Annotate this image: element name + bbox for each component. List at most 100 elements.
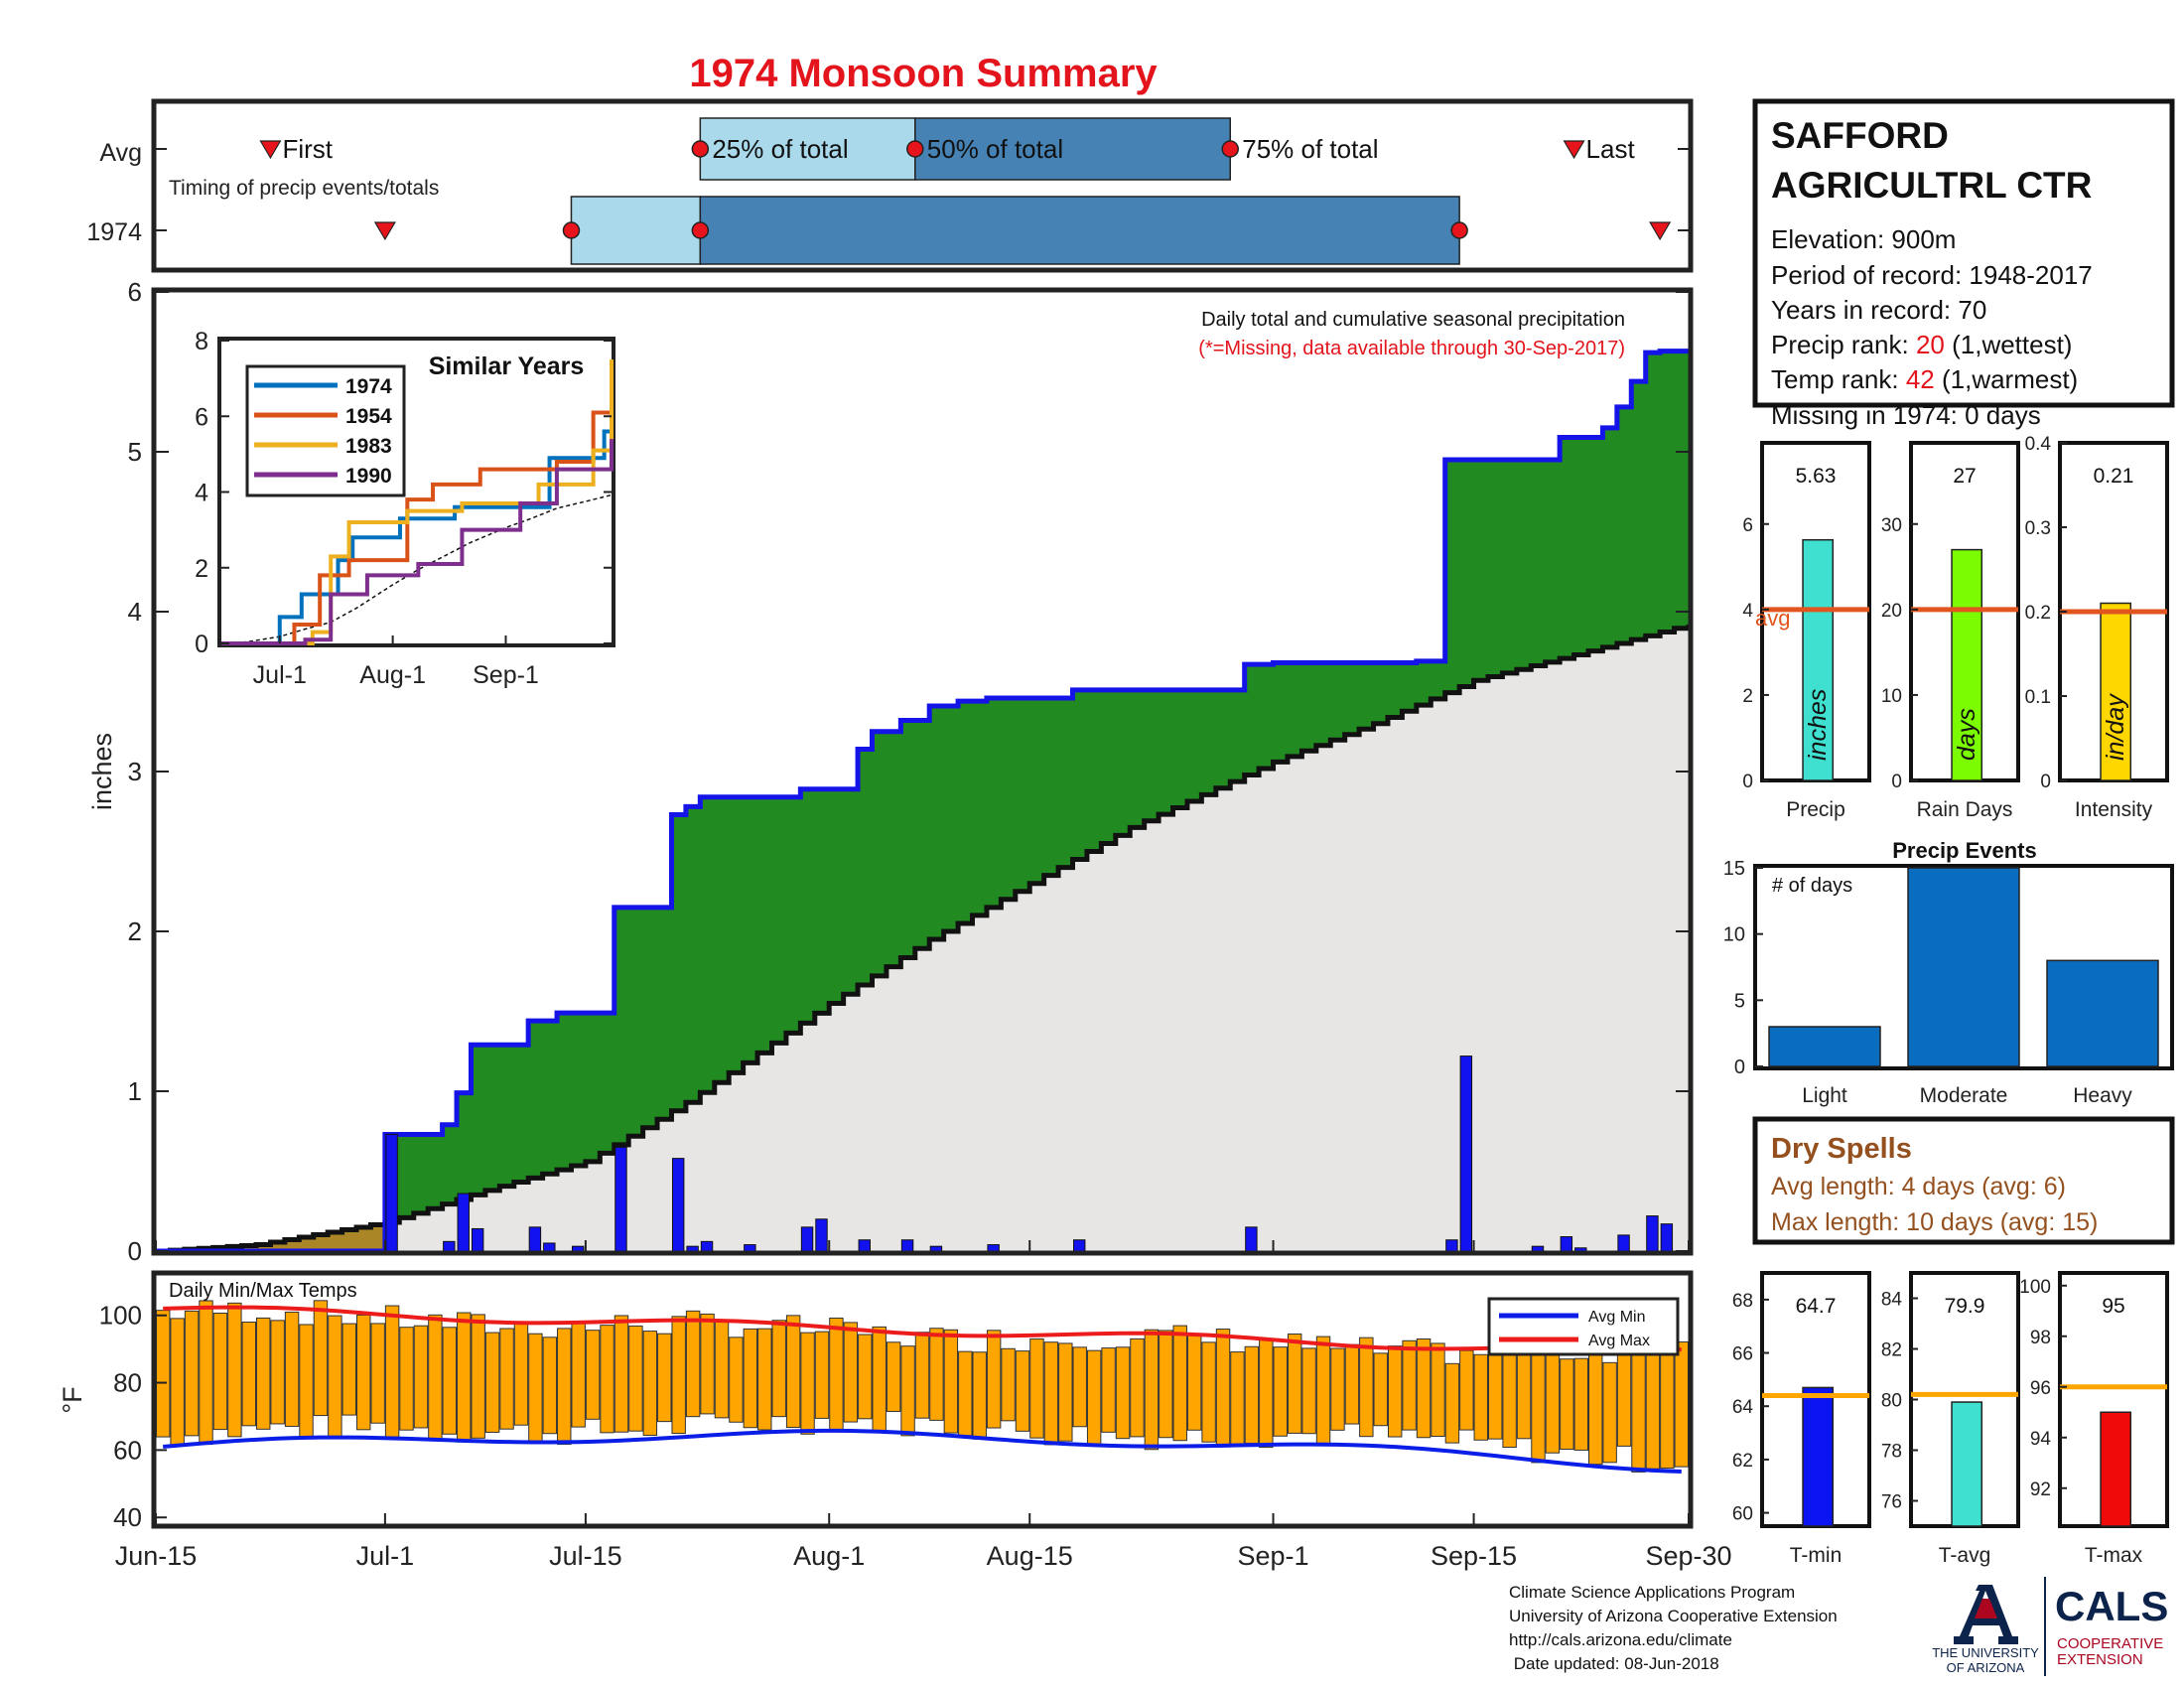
- daily-precip-bar: [987, 1244, 1000, 1252]
- daily-temp-bar: [943, 1329, 959, 1434]
- main-ytick-label: 3: [128, 757, 142, 786]
- inset-legend-label: 1974: [345, 375, 392, 398]
- daily-temp-bar: [1244, 1345, 1260, 1445]
- last-label: Last: [1586, 134, 1636, 164]
- daily-precip-bar: [471, 1227, 484, 1252]
- tmax-panel-ytick-label: 98: [2030, 1328, 2051, 1348]
- precip-panel-value: 5.63: [1796, 465, 1837, 488]
- daily-temp-bar: [757, 1328, 772, 1431]
- daily-temp-bar: [642, 1331, 658, 1436]
- daily-temp-bar: [671, 1316, 686, 1435]
- daily-temp-bar: [299, 1324, 314, 1438]
- tmax-panel-ytick-label: 92: [2030, 1479, 2051, 1500]
- precip-panel-ytick-label: 6: [1742, 515, 1753, 536]
- p50-label: 50% of total: [927, 134, 1063, 164]
- daily-temp-bar: [1431, 1342, 1445, 1438]
- daily-temp-bar: [914, 1332, 930, 1419]
- raindays-panel-ytick-label: 30: [1881, 515, 1902, 536]
- daily-precip-bar: [1459, 1055, 1473, 1252]
- temps-label: Daily Min/Max Temps: [169, 1280, 357, 1302]
- legend-max-label: Avg Max: [1588, 1333, 1650, 1349]
- dry-max: Max length: 10 days (avg: 15): [1771, 1208, 2098, 1236]
- inset-series-line: [221, 439, 614, 645]
- daily-temp-bar: [843, 1322, 859, 1423]
- timing-dot: [1450, 221, 1468, 239]
- daily-temp-bar: [657, 1333, 672, 1423]
- raindays-panel-ytick-label: 10: [1881, 686, 1902, 707]
- surplus-area: [156, 351, 1689, 1251]
- date-tick-label: Aug-1: [793, 1541, 865, 1571]
- cals-logo: CALS: [2055, 1583, 2168, 1629]
- timing-year-label: 1974: [86, 218, 142, 246]
- inset-ytick-label: 4: [195, 480, 208, 507]
- events-title: Precip Events: [1892, 838, 2037, 863]
- daily-temp-bar: [785, 1315, 801, 1429]
- daily-temp-bar: [1015, 1350, 1030, 1432]
- daily-temp-bar: [499, 1328, 514, 1430]
- inset-legend-label: 1954: [345, 405, 392, 428]
- tavg-panel-bar: [1951, 1401, 1983, 1527]
- daily-temp-bar: [1072, 1346, 1087, 1428]
- intensity-panel: 0 0.1 0.2 0.3 0.4 0.21 Intensity in/day: [2025, 434, 2169, 821]
- daily-temp-bar: [972, 1351, 987, 1440]
- intensity-panel-value: 0.21: [2094, 465, 2134, 488]
- raindays-panel-value: 27: [1953, 465, 1976, 488]
- tavg-panel-label: T-avg: [1939, 1544, 1991, 1567]
- daily-temp-bar: [241, 1322, 257, 1427]
- daily-precip-bar: [1245, 1226, 1258, 1252]
- daily-temp-bar: [528, 1333, 543, 1443]
- daily-temp-bar: [1587, 1347, 1603, 1466]
- daily-temp-bar: [341, 1323, 357, 1416]
- events-bars: Light Moderate Heavy 0 5 10 15: [1723, 858, 2159, 1107]
- daily-temp-bar: [442, 1327, 458, 1435]
- daily-precip-bar: [1073, 1239, 1086, 1252]
- station-period: Period of record: 1948-2017: [1771, 260, 2093, 290]
- daily-temp-bar: [212, 1312, 228, 1431]
- daily-temp-bar: [729, 1336, 744, 1423]
- temp-rank-prefix: Temp rank:: [1771, 364, 1906, 394]
- timing-panel: Avg 1974 Timing of precip events/totals …: [86, 98, 1694, 273]
- daily-temp-bar: [600, 1325, 614, 1434]
- daily-temp-bar: [1001, 1347, 1016, 1422]
- daily-temp-bar: [1660, 1344, 1675, 1470]
- inset-ticks: 0 2 4 6 8 Jul-1 Aug-1 Sep-1: [195, 328, 612, 689]
- precip-panel-ytick-label: 2: [1742, 686, 1753, 707]
- daily-temp-bar: [1516, 1343, 1532, 1440]
- daily-temp-bar: [184, 1310, 200, 1437]
- daily-precip-bar: [686, 1245, 699, 1252]
- temps-ylabel: °F: [58, 1386, 87, 1413]
- footer-line1: Climate Science Applications Program: [1509, 1583, 1795, 1602]
- daily-temp-bar: [829, 1317, 844, 1433]
- tavg-panel-ytick-label: 80: [1881, 1391, 1902, 1412]
- daily-temp-bar: [1602, 1361, 1617, 1464]
- date-tick-label: Jun-15: [115, 1541, 198, 1571]
- daily-temp-bar: [628, 1325, 643, 1432]
- daily-temp-bar: [1674, 1340, 1689, 1468]
- tmin-panel-ytick-label: 62: [1732, 1451, 1753, 1472]
- footer-line3: http://cals.arizona.edu/climate: [1509, 1630, 1732, 1649]
- daily-temp-bar: [170, 1318, 185, 1447]
- ua-logo: THE UNIVERSITY OF ARIZONA: [1932, 1585, 2039, 1675]
- main-precip-chart: 0 1 2 3 4 5 6 inches Daily total and cumulativ…: [87, 277, 1694, 1266]
- footer: Climate Science Applications Program Uni…: [1509, 1583, 1838, 1673]
- events-ytick-label: 10: [1723, 924, 1745, 946]
- main-frame: [151, 287, 1694, 1256]
- daily-temp-bar: [1573, 1357, 1588, 1451]
- station-missing: Missing in 1974: 0 days: [1771, 400, 2041, 430]
- precip-events-chart: Precip Events # of days Light Moderate Hea…: [1723, 838, 2174, 1107]
- temps-ytick-label: 80: [113, 1368, 142, 1398]
- daily-temp-bar: [1301, 1347, 1316, 1435]
- daily-precip-bar: [700, 1240, 714, 1252]
- daily-precip-bar: [1646, 1215, 1659, 1252]
- inset-legend: 1974 1954 1983 1990: [254, 375, 392, 488]
- inset-xtick-label: Jul-1: [253, 661, 307, 689]
- daily-temp-bar: [700, 1313, 715, 1415]
- daily-temp-bar: [1416, 1337, 1432, 1439]
- station-temp-rank: Temp rank: 42 (1,warmest): [1771, 364, 2078, 394]
- temps-ytick-label: 40: [113, 1502, 142, 1532]
- daily-temp-bar: [585, 1330, 601, 1420]
- daily-temp-bar: [771, 1320, 786, 1418]
- avg-q1-box: [699, 117, 916, 181]
- ua-text-1: THE UNIVERSITY: [1932, 1645, 2039, 1660]
- timing-dot: [691, 140, 710, 158]
